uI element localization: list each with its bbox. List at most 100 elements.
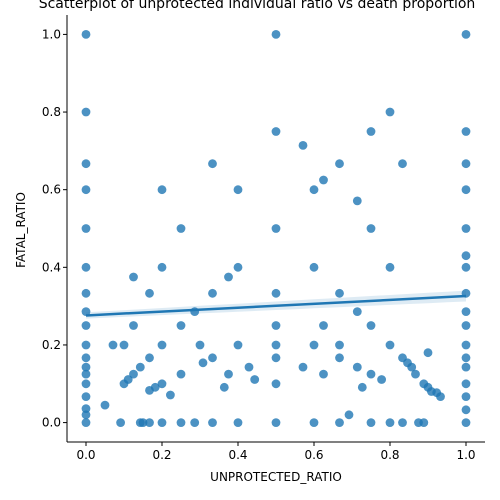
data-point bbox=[319, 369, 328, 379]
data-point bbox=[377, 375, 386, 384]
data-point bbox=[461, 321, 471, 330]
data-point bbox=[309, 262, 319, 272]
data-point bbox=[461, 362, 471, 372]
data-point bbox=[309, 185, 319, 195]
data-point bbox=[157, 418, 167, 427]
x-ticks: 0.0 0.2 0.4 0.6 0.8 1.0 bbox=[76, 442, 476, 462]
data-point bbox=[419, 418, 429, 427]
y-tick-label: 0.4 bbox=[42, 260, 61, 274]
data-point bbox=[461, 340, 471, 350]
x-tick-label: 0.4 bbox=[228, 448, 247, 462]
data-point bbox=[176, 224, 186, 233]
data-point bbox=[335, 418, 344, 427]
data-point bbox=[224, 272, 233, 282]
data-point bbox=[81, 418, 91, 427]
data-point bbox=[208, 288, 217, 298]
data-point bbox=[309, 418, 319, 427]
data-point bbox=[385, 107, 395, 117]
data-point bbox=[119, 340, 129, 350]
data-point bbox=[100, 400, 110, 410]
data-point bbox=[81, 185, 91, 195]
data-point bbox=[366, 224, 376, 233]
data-point bbox=[233, 185, 243, 195]
data-point bbox=[157, 185, 167, 195]
data-point bbox=[81, 340, 91, 350]
data-point bbox=[461, 307, 471, 316]
y-tick-label: 1.0 bbox=[42, 27, 61, 41]
y-tick-label: 0.6 bbox=[42, 183, 61, 197]
data-point bbox=[108, 340, 118, 350]
data-point bbox=[176, 418, 186, 427]
data-point bbox=[129, 272, 138, 282]
data-point bbox=[461, 353, 471, 363]
data-point bbox=[208, 353, 217, 363]
data-point bbox=[81, 392, 91, 401]
data-point bbox=[461, 159, 471, 169]
data-point bbox=[461, 418, 471, 427]
data-point bbox=[219, 382, 229, 392]
data-point bbox=[81, 307, 91, 316]
data-point bbox=[166, 390, 175, 400]
x-tick-label: 0.6 bbox=[304, 448, 323, 462]
data-point bbox=[271, 288, 281, 298]
data-point bbox=[145, 418, 154, 427]
data-point bbox=[298, 141, 308, 150]
data-point bbox=[81, 288, 91, 298]
data-point bbox=[233, 418, 243, 427]
data-point bbox=[116, 418, 125, 427]
data-point bbox=[250, 375, 260, 384]
data-point bbox=[461, 185, 471, 195]
data-point bbox=[81, 362, 91, 372]
data-point bbox=[366, 321, 376, 330]
data-point bbox=[271, 224, 281, 233]
data-point bbox=[190, 418, 200, 427]
data-point bbox=[352, 307, 362, 316]
data-point bbox=[271, 127, 281, 136]
data-point bbox=[352, 362, 362, 372]
data-point bbox=[224, 369, 233, 379]
data-point bbox=[385, 418, 395, 427]
data-point bbox=[436, 392, 445, 401]
x-tick-label: 1.0 bbox=[456, 448, 475, 462]
data-point bbox=[398, 418, 407, 427]
data-point bbox=[461, 405, 471, 415]
data-point bbox=[145, 288, 154, 298]
data-point bbox=[129, 369, 138, 379]
data-point bbox=[81, 224, 91, 233]
x-axis-title: UNPROTECTED_RATIO bbox=[210, 470, 342, 484]
x-tick-label: 0.0 bbox=[76, 448, 95, 462]
y-ticks: 0.0 0.2 0.4 0.6 0.8 1.0 bbox=[42, 27, 67, 430]
y-tick-label: 0.8 bbox=[42, 105, 61, 119]
data-point bbox=[335, 340, 344, 350]
data-point bbox=[319, 175, 328, 185]
data-point bbox=[81, 159, 91, 169]
data-point bbox=[461, 379, 471, 389]
y-axis-title: FATAL_RATIO bbox=[14, 192, 28, 268]
chart-title: Scatterplot of unprotected individual ra… bbox=[39, 0, 476, 12]
data-point bbox=[81, 353, 91, 363]
data-point bbox=[145, 353, 154, 363]
regression-line bbox=[85, 294, 467, 317]
data-point bbox=[366, 369, 376, 379]
data-point bbox=[398, 159, 407, 169]
data-point bbox=[81, 30, 91, 39]
data-point bbox=[208, 418, 217, 427]
y-tick-label: 0.0 bbox=[42, 416, 61, 430]
data-point bbox=[309, 340, 319, 350]
data-point bbox=[461, 262, 471, 272]
data-point bbox=[135, 362, 145, 372]
data-point bbox=[129, 321, 138, 330]
data-point bbox=[81, 404, 91, 413]
data-point bbox=[208, 159, 217, 169]
data-point bbox=[176, 369, 186, 379]
data-point bbox=[195, 340, 205, 350]
data-point bbox=[271, 418, 281, 427]
data-point bbox=[81, 369, 91, 379]
data-point bbox=[176, 321, 186, 330]
x-tick-label: 0.2 bbox=[152, 448, 171, 462]
data-point bbox=[81, 107, 91, 117]
data-point bbox=[366, 418, 376, 427]
data-point bbox=[271, 30, 281, 39]
data-point bbox=[423, 348, 433, 358]
